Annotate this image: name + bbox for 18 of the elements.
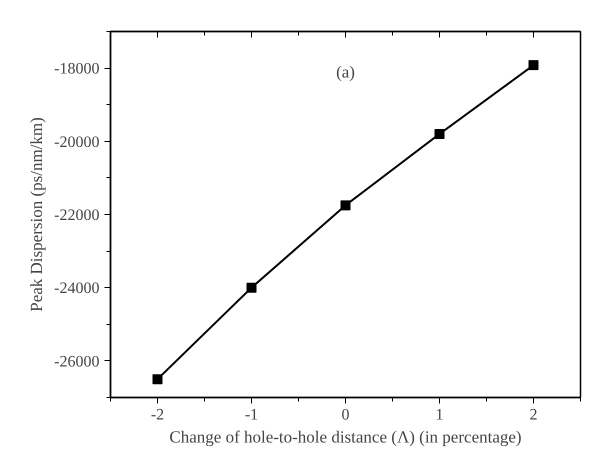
x-tick-label: 1	[436, 406, 444, 424]
y-tick-label: -26000	[54, 353, 100, 370]
y-tick-label: -18000	[54, 60, 100, 78]
point	[528, 60, 538, 70]
x-tick-label: -1	[244, 406, 258, 424]
y-tick-label: -22000	[54, 207, 100, 224]
x-axis-title: Change of hole-to-hole distance (Λ) (in percentage)	[169, 428, 522, 446]
y-axis-title: Peak Dispersion (ps/nm/km)	[27, 117, 46, 312]
point	[246, 282, 256, 293]
x-tick-label: -2	[150, 406, 164, 424]
x-tick-label: 2	[530, 406, 538, 424]
point	[152, 374, 162, 384]
point	[434, 128, 444, 139]
y-tick-label: -24000	[54, 280, 100, 298]
y-tick-label: -20000	[54, 134, 100, 151]
annotation: (a)	[336, 62, 355, 82]
point	[340, 200, 350, 210]
x-tick-label: 0	[342, 406, 350, 424]
